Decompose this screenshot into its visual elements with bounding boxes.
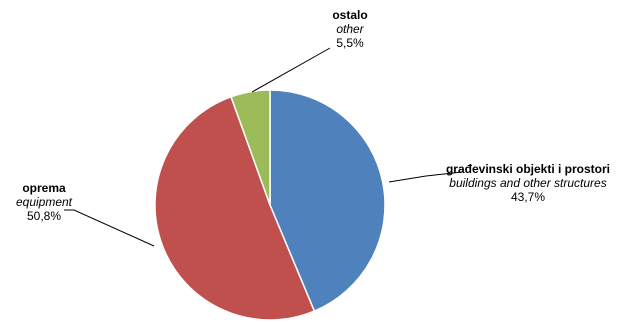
slice-sublabel: other xyxy=(336,22,364,36)
pie-slices xyxy=(154,89,386,321)
leader-line-ostalo xyxy=(251,47,331,93)
leader-line-oprema xyxy=(64,209,155,247)
leader-lines xyxy=(64,47,463,247)
slice-value: 43,7% xyxy=(510,190,546,204)
pie-slice-ostalo xyxy=(230,89,271,206)
slice-name: građevinski objekti i prostori xyxy=(445,162,611,176)
slice-label-oprema: oprema equipment 50,8% xyxy=(4,181,84,223)
slice-label-ostalo: ostalo other 5,5% xyxy=(290,8,410,50)
pie-slice-gradevinski xyxy=(269,89,386,313)
slice-label-gradevinski: građevinski objekti i prostori buildings… xyxy=(424,162,632,204)
slice-value: 50,8% xyxy=(26,209,62,223)
slice-sublabel: buildings and other structures xyxy=(449,176,607,190)
slice-value: 5,5% xyxy=(336,36,364,50)
leader-line-gradevinski xyxy=(388,171,463,183)
slice-sublabel: equipment xyxy=(15,195,73,209)
slice-name: ostalo xyxy=(332,8,368,22)
pie-slice-oprema xyxy=(154,95,316,321)
slice-name: oprema xyxy=(22,181,66,195)
